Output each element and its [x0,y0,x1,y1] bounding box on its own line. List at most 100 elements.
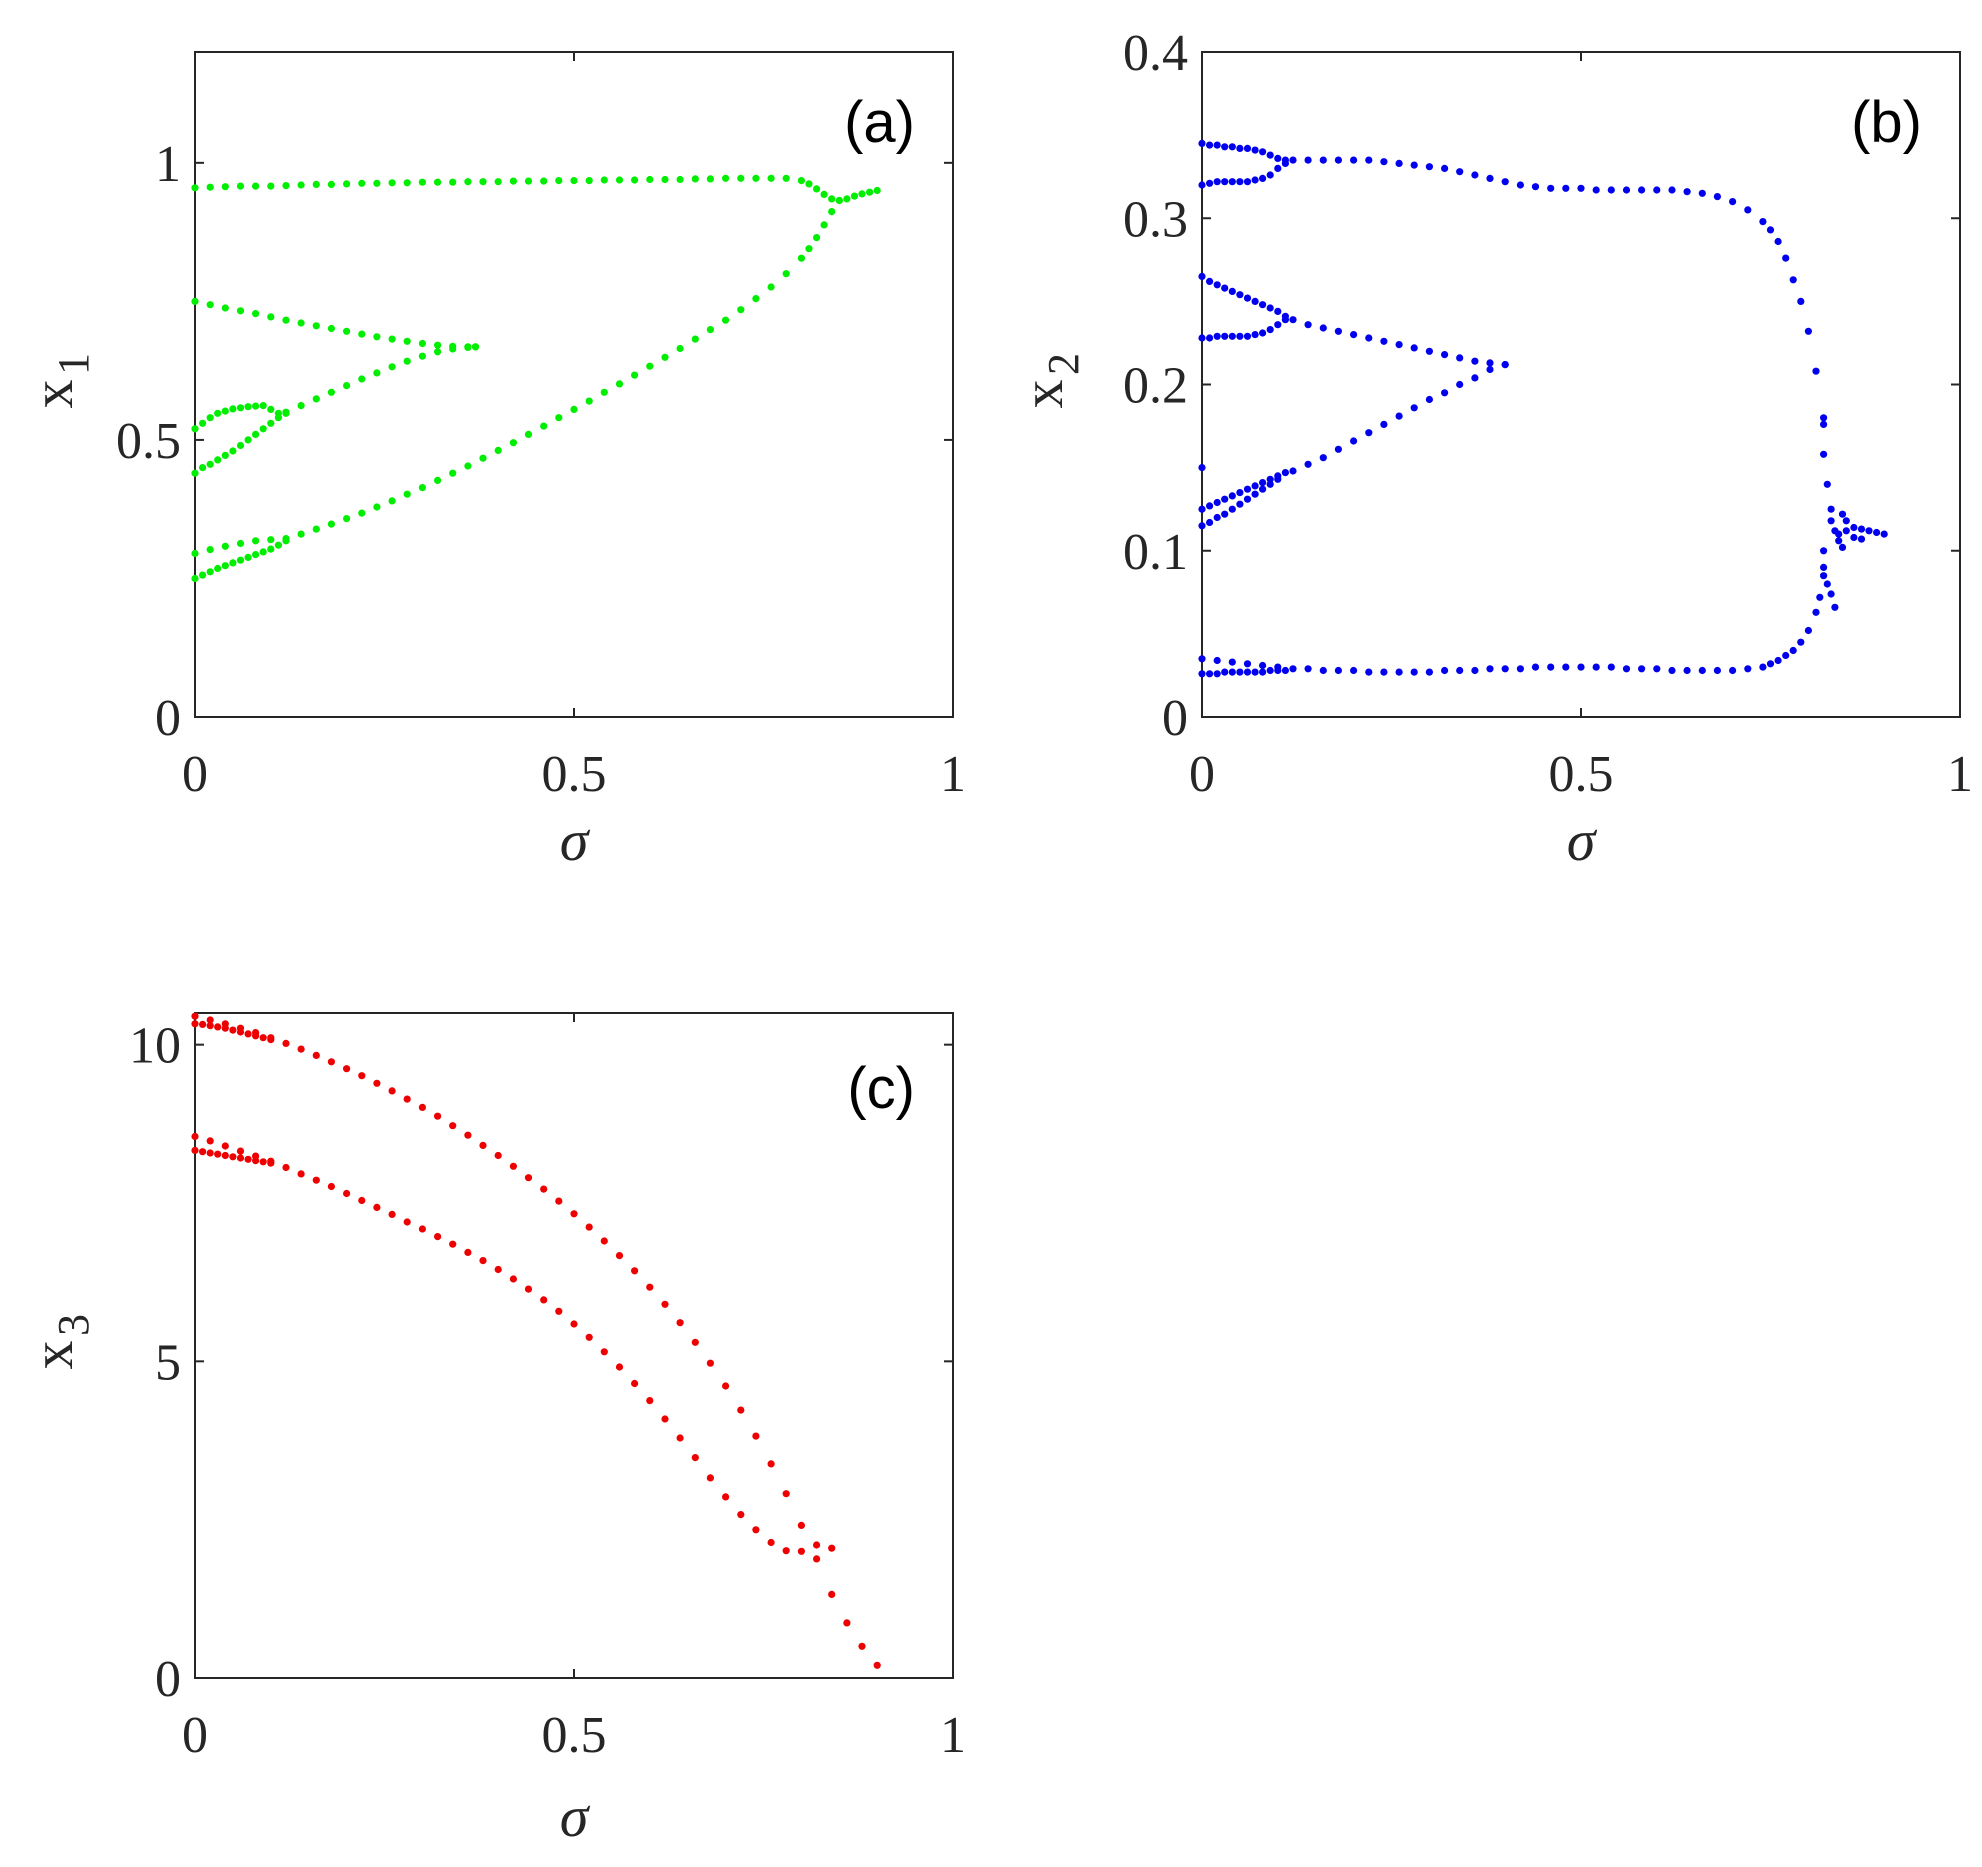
panel-c-point [221,1151,229,1160]
panel-b-point [1789,646,1797,655]
panel-b-point [1198,505,1206,513]
panel-c-point [282,1039,290,1047]
panel-a-point [274,414,282,422]
panel-c-point [191,1146,199,1154]
panel-a-point [691,335,699,343]
panel-c-point [555,1307,563,1315]
panel-c-point [267,1036,275,1044]
panel-b-point [1228,332,1236,340]
panel-c-point [206,1137,214,1145]
panel-c-point [479,1141,487,1149]
panel-a-point [850,192,859,200]
panel-a-point [221,183,229,191]
panel-b-point [1820,563,1828,572]
panel-b-point [1319,666,1327,675]
panel-b-point [1259,661,1267,670]
panel-a-point [813,234,821,242]
panel-a-point [813,185,821,193]
panel-b-point [1577,184,1585,192]
panel-a-point [752,174,760,182]
panel-b-point [1683,666,1691,675]
panel-b-point [1198,655,1206,663]
panel-b-point [1865,527,1873,535]
panel-a-point [843,195,851,203]
panel-b-point [1319,156,1327,164]
panel-b-point [1304,321,1312,329]
panel-c-point [509,1162,517,1170]
panel-a-point [252,551,260,559]
panel-c-point [524,1285,533,1293]
panel-b-point [1501,178,1509,186]
panel-b-point [1835,530,1843,538]
panel-b-point [1289,665,1297,673]
panel-b-point [1213,656,1221,665]
panel-a-point [600,388,608,396]
panel-a: 0 0.5 1 0 0.5 1 (a) σ x 1 [20,51,966,873]
panel-b-point [1471,357,1479,365]
panel-b-point [1243,144,1252,152]
panel-b-point [1266,666,1274,675]
panel-c-point [297,1045,305,1053]
panel-a-point [434,341,442,349]
panel-c-point [297,1170,305,1178]
panel-b-point [1759,663,1767,671]
panel-b-point [1850,533,1858,542]
panel-b-point [1281,469,1289,477]
panel-a-points [191,174,881,583]
panel-c-point [524,1174,533,1182]
panel-a-point [312,395,320,403]
panel-b-point [1395,341,1403,349]
panel-b-point [1823,580,1831,588]
panel-a-point [585,177,593,185]
panel-b-ylabel-sub: 2 [1039,353,1088,375]
panel-b-point [1251,297,1259,305]
panel-a-point [661,175,669,184]
panel-a-point [600,176,608,184]
panel-a-point [828,208,836,216]
panel-c-point [259,1034,267,1042]
panel-b-point [1410,344,1418,352]
panel-a-point [524,430,533,438]
panel-b-point [1213,513,1221,522]
panel-a-point [206,183,214,191]
panel-a-point [646,362,654,370]
panel-c-xtick-label: 0 [182,1707,208,1764]
panel-b-point [1441,666,1449,675]
panel-b-point [1547,663,1555,671]
panel-c-point [244,1155,252,1163]
panel-c-point [434,1112,442,1120]
panel-a-point [358,375,366,383]
panel-c-point [464,1131,472,1139]
panel-a-point [797,177,806,185]
panel-a-point [191,469,199,477]
panel-b-point [1380,420,1388,428]
panel-a-point [236,556,245,564]
panel-b-point [1266,480,1274,488]
panel-b-point [1274,475,1282,483]
panel-b-point [1236,332,1244,340]
panel-a-point [312,525,320,533]
panel-b-point [1850,523,1858,532]
panel-c-point [843,1619,851,1627]
panel-a-point [214,409,222,417]
panel-b-point [1251,331,1259,339]
panel-c-point [540,1296,548,1304]
panel-a-point [343,382,351,390]
panel-b-point [1243,178,1252,186]
panel-b-point [1319,454,1327,462]
panel-b-point [1304,665,1312,673]
panel-b-point [1274,307,1282,315]
panel-a-point [297,181,305,189]
panel-a-point [267,545,275,553]
panel-a-point [570,405,578,413]
panel-a-point [229,447,237,455]
panel-a-point [661,353,669,361]
panel-b-point [1486,174,1494,182]
panel-c-ytick-label: 0 [155,1651,181,1708]
panel-a-xtick-label: 0.5 [542,746,607,803]
panel-a-tick-labels: 0 0.5 1 0 0.5 1 [116,136,966,803]
panel-b-point [1304,156,1312,164]
panel-c-point [691,1338,699,1346]
panel-a-point [236,441,245,450]
